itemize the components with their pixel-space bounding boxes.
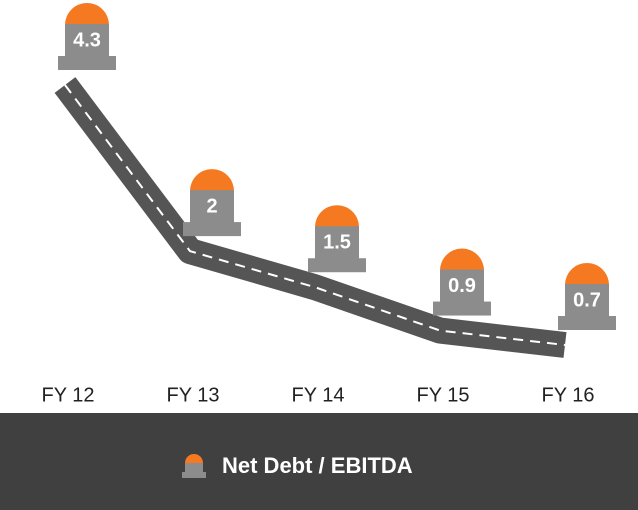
data-label: 0.9	[448, 275, 476, 297]
marker-dome	[440, 249, 484, 271]
data-label: 1.5	[323, 232, 351, 254]
marker-base	[433, 302, 491, 316]
x-tick-label: FY 12	[42, 384, 95, 406]
marker-base	[183, 222, 241, 236]
x-tick-label: FY 16	[542, 384, 595, 406]
legend-icon-base	[182, 472, 206, 478]
x-tick-label: FY 13	[167, 384, 220, 406]
marker-base	[558, 316, 616, 330]
data-label: 0.7	[573, 289, 601, 311]
marker-base	[308, 258, 366, 272]
marker-dome	[315, 205, 359, 227]
x-tick-label: FY 15	[417, 384, 470, 406]
marker-dome	[65, 3, 109, 25]
data-label: 2	[206, 195, 217, 217]
marker-base	[58, 56, 116, 70]
chart: Net Debt / EBITDA FY 12 4.3 FY 13 2 FY 14 1.5…	[0, 0, 638, 510]
marker-dome	[190, 169, 234, 191]
legend-label: Net Debt / EBITDA	[222, 453, 413, 478]
marker-dome	[565, 263, 609, 285]
x-tick-label: FY 14	[292, 384, 345, 406]
data-label: 4.3	[73, 29, 101, 51]
legend-icon-body	[185, 463, 203, 472]
